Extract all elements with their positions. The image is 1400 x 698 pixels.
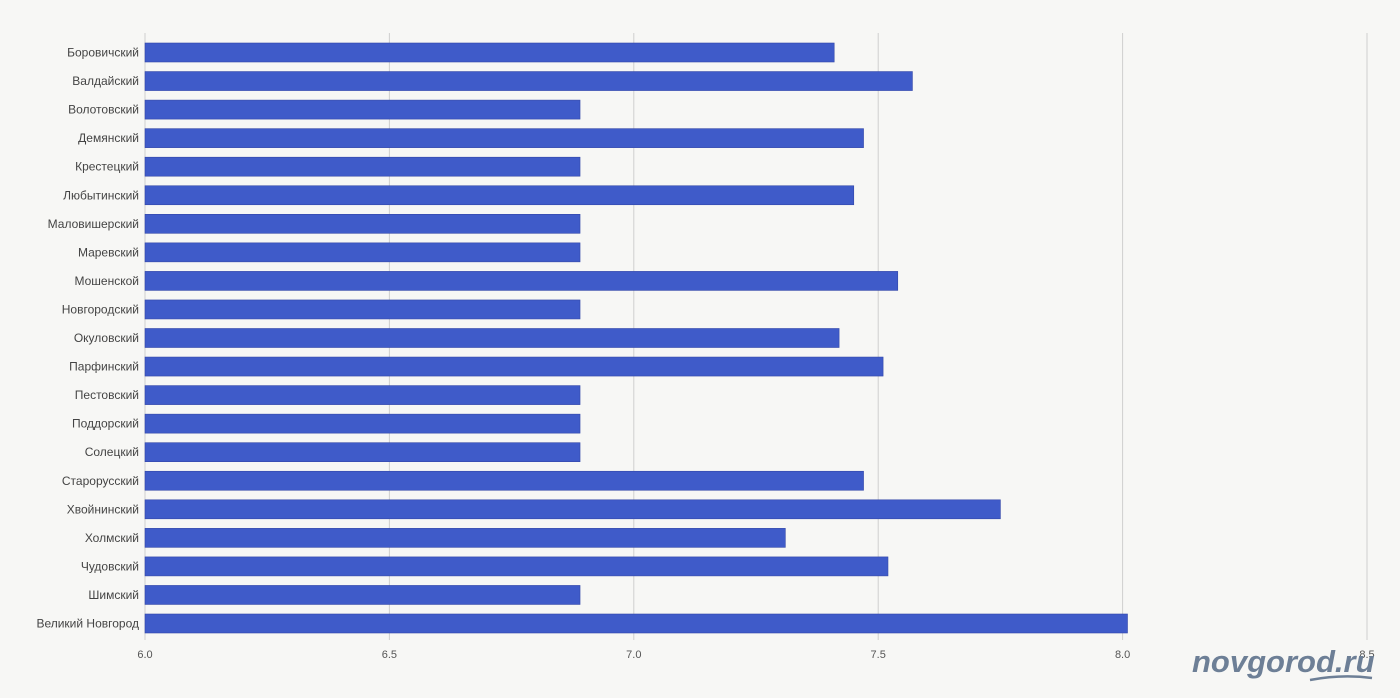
category-label: Хвойнинский [67, 502, 139, 516]
category-label: Великий Новгород [36, 617, 139, 631]
bar [144, 156, 581, 177]
category-label: Парфинский [69, 360, 139, 374]
bar [144, 528, 786, 548]
bar [144, 413, 581, 434]
x-tick-labels: 6.0 6.5 7.0 7.5 8.0 8.5 [137, 649, 1374, 661]
category-label: Демянский [78, 131, 139, 145]
category-label: Маловишерский [48, 217, 139, 231]
bar [144, 99, 581, 120]
watermark-text: novgorod.ru [1192, 644, 1375, 679]
category-label: Поддорский [72, 417, 139, 431]
category-label: Мошенской [75, 274, 140, 288]
bar [144, 71, 913, 91]
x-tick-label: 8.5 [1359, 649, 1374, 661]
bar [144, 385, 581, 405]
bar [144, 470, 864, 491]
category-labels: Боровичский Валдайский Волотовский Демянски… [36, 46, 139, 631]
category-label: Пестовский [75, 388, 139, 402]
category-label: Боровичский [67, 46, 139, 60]
bar [144, 299, 581, 320]
category-label: Чудовский [81, 559, 139, 573]
bars-layer [144, 42, 1128, 634]
bar [144, 499, 1001, 520]
x-tick-label: 6.0 [137, 649, 152, 661]
category-label: Холмский [85, 531, 139, 545]
bar [144, 42, 835, 63]
bar [144, 442, 581, 463]
bar [144, 214, 581, 234]
category-label: Любытинский [63, 188, 139, 202]
bar [144, 613, 1128, 634]
category-label: Валдайский [72, 74, 139, 88]
x-tick-label: 7.5 [871, 649, 886, 661]
category-label: Старорусский [62, 474, 139, 488]
x-tick-label: 8.0 [1115, 649, 1130, 661]
bar [144, 271, 899, 291]
watermark-logo: novgorod.ru [1192, 644, 1375, 682]
category-label: Шимский [88, 588, 139, 602]
category-label: Маревский [78, 245, 139, 259]
category-label: Крестецкий [75, 160, 139, 174]
bar [144, 356, 884, 377]
x-tick-label: 6.5 [382, 649, 397, 661]
category-label: Волотовский [68, 103, 139, 117]
bar [144, 128, 864, 148]
x-tick-label: 7.0 [626, 649, 641, 661]
bar [144, 556, 889, 577]
bar [144, 328, 840, 348]
bar [144, 585, 581, 605]
bar [144, 242, 581, 263]
category-label: Новгородский [62, 302, 139, 316]
category-label: Окуловский [74, 331, 139, 345]
bar [144, 185, 855, 206]
watermark-underline [1309, 675, 1373, 682]
category-label: Солецкий [85, 445, 139, 459]
